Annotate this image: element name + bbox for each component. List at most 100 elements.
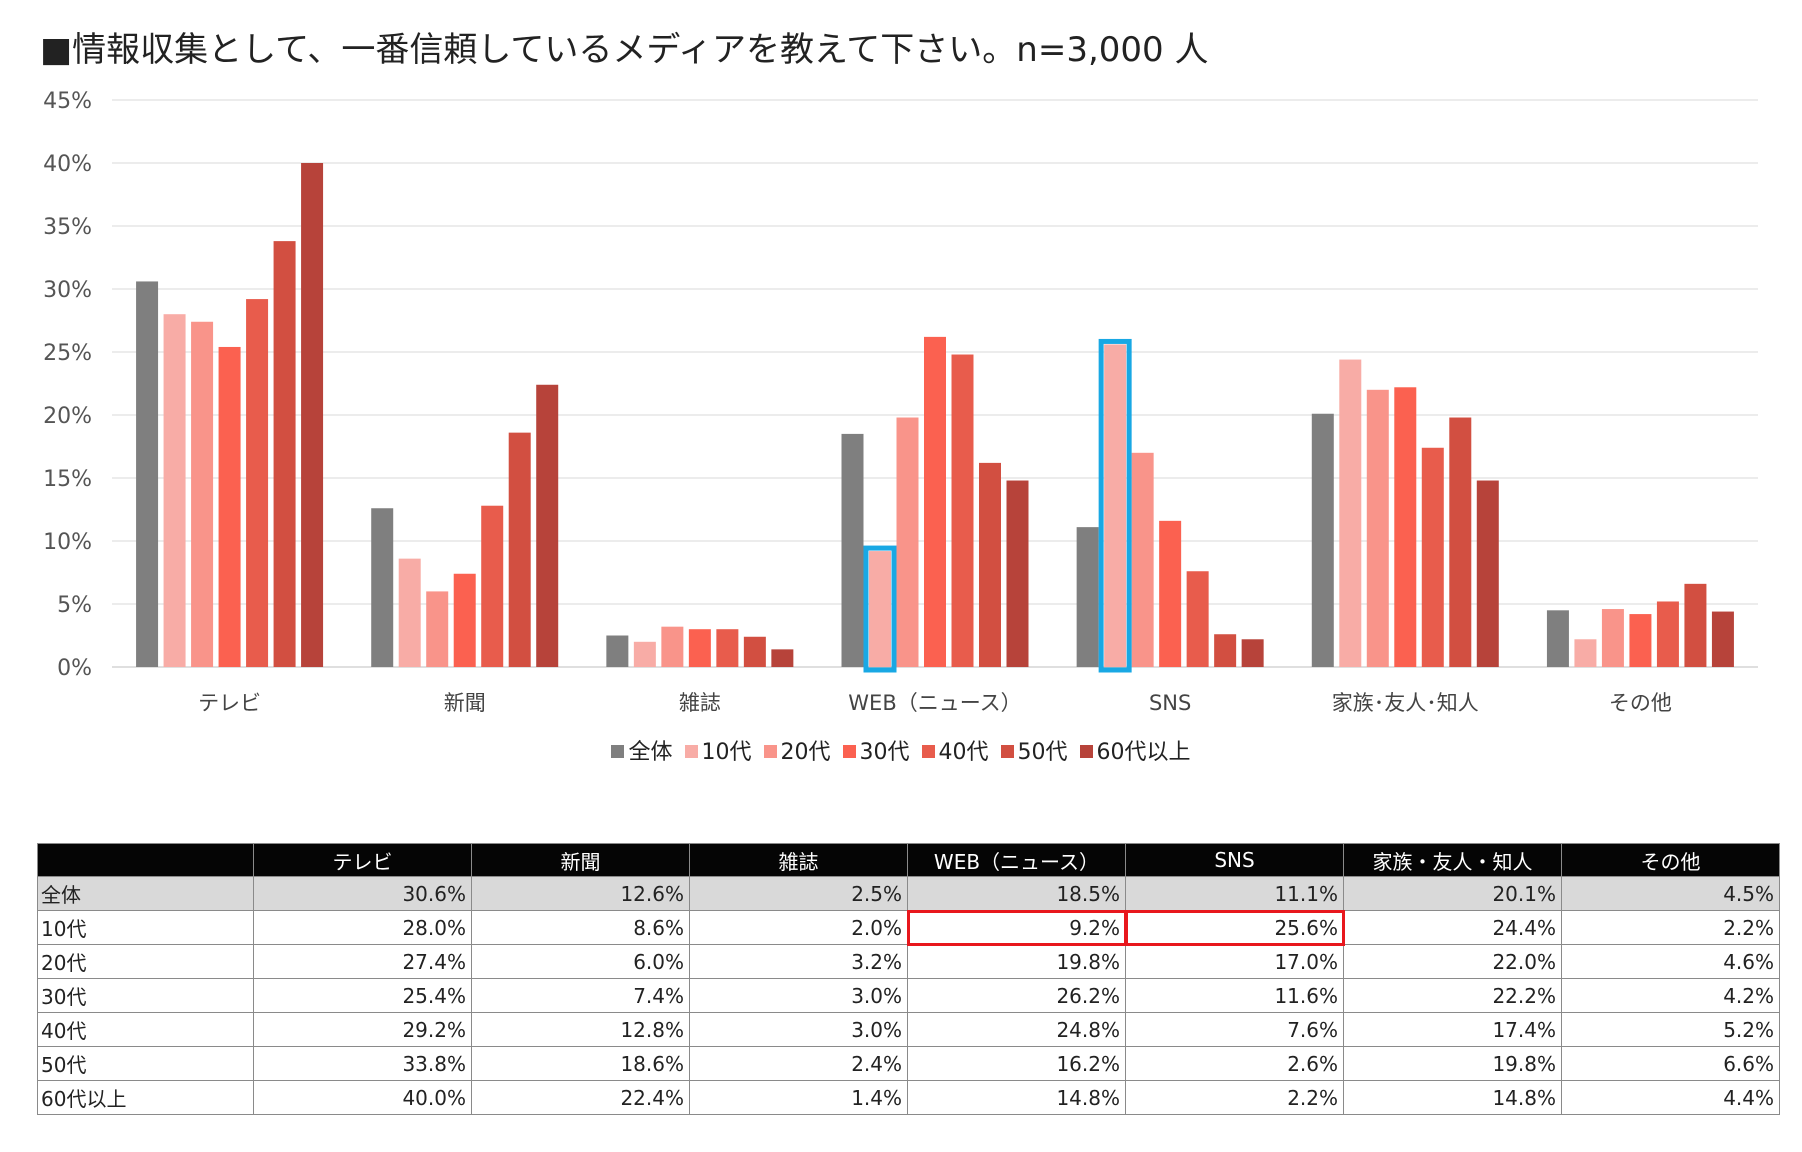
- bar: [979, 462, 1001, 667]
- table-row: 40代 29.2% 12.8% 3.0% 24.8% 7.6% 17.4% 5.2%: [37, 1012, 1780, 1047]
- bar: [371, 508, 394, 667]
- table-cell: 2.0%: [689, 910, 908, 945]
- y-tick-label: 30%: [43, 278, 92, 303]
- page-title: ■情報収集として、一番信頼しているメディアを教えて下さい。n=3,000 人: [40, 30, 1209, 70]
- bar: [1711, 611, 1734, 667]
- bar: [1394, 387, 1417, 667]
- y-tick-label: 45%: [43, 89, 92, 114]
- bar: [1546, 610, 1569, 667]
- table-cell: 7.4%: [471, 978, 690, 1013]
- legend-label: 50代: [1017, 740, 1068, 765]
- table-header-cell: SNS: [1125, 843, 1344, 877]
- bar: [924, 336, 946, 667]
- bar: [1104, 344, 1127, 667]
- bar: [1186, 571, 1209, 667]
- x-category-label: SNS: [1149, 691, 1191, 715]
- bar: [951, 354, 974, 667]
- table-row-label: 30代: [37, 978, 254, 1013]
- x-category-label: 新聞: [444, 691, 486, 715]
- table-cell: 16.2%: [907, 1046, 1126, 1081]
- bar: [743, 636, 766, 667]
- chart-legend: 全体 10代 20代 30代 40代 50代 60代以上: [0, 734, 1802, 766]
- table-cell: 25.4%: [253, 978, 472, 1013]
- table-cell: 4.5%: [1561, 876, 1780, 911]
- bar: [841, 433, 864, 667]
- bar: [481, 505, 504, 667]
- table-cell: 1.4%: [689, 1080, 908, 1115]
- table-row: 10代 28.0% 8.6% 2.0% 9.2% 25.6% 24.4% 2.2%: [37, 909, 1780, 946]
- bar: [1476, 480, 1499, 667]
- bar: [1311, 413, 1334, 667]
- table-cell: 22.0%: [1343, 944, 1562, 979]
- table-cell: 22.4%: [471, 1080, 690, 1115]
- bar: [191, 321, 214, 667]
- legend-label: 60代以上: [1096, 740, 1191, 765]
- table-cell: 18.5%: [907, 876, 1126, 911]
- bar: [771, 649, 794, 667]
- y-tick-label: 35%: [43, 215, 92, 240]
- table-row-label: 20代: [37, 944, 254, 979]
- table-cell: 4.4%: [1561, 1080, 1780, 1115]
- table-cell: 9.2%: [906, 909, 1127, 946]
- table-cell: 2.2%: [1561, 910, 1780, 945]
- legend-swatch: [611, 744, 625, 758]
- bar: [896, 417, 919, 667]
- table-cell: 17.4%: [1343, 1012, 1562, 1047]
- table-cell: 17.0%: [1125, 944, 1344, 979]
- table-cell: 14.8%: [1343, 1080, 1562, 1115]
- table-cell: 33.8%: [253, 1046, 472, 1081]
- legend-item: 40代: [921, 734, 989, 766]
- bar: [688, 629, 711, 667]
- bar: [1421, 447, 1444, 667]
- table-row-label: 全体: [37, 876, 254, 911]
- legend-swatch: [921, 744, 935, 758]
- legend-item: 60代以上: [1079, 734, 1191, 766]
- bar: [661, 626, 684, 667]
- y-tick-label: 0%: [57, 656, 92, 681]
- bar: [246, 299, 269, 667]
- legend-label: 10代: [701, 740, 752, 765]
- bar: [1656, 601, 1679, 667]
- table-cell: 19.8%: [1343, 1046, 1562, 1081]
- table-row-label: 40代: [37, 1012, 254, 1047]
- table-cell: 6.0%: [471, 944, 690, 979]
- bar: [1574, 639, 1597, 667]
- legend-label: 30代: [859, 740, 910, 765]
- table-cell: 12.8%: [471, 1012, 690, 1047]
- bar: [218, 346, 241, 667]
- table-cell: 2.5%: [689, 876, 908, 911]
- y-tick-label: 25%: [43, 341, 92, 366]
- y-tick-label: 40%: [43, 152, 92, 177]
- legend-swatch: [842, 744, 856, 758]
- legend-swatch: [763, 744, 777, 758]
- bar: [398, 558, 421, 667]
- legend-swatch: [1079, 744, 1093, 758]
- bar: [426, 591, 449, 667]
- table-row-label: 10代: [37, 910, 254, 945]
- table-cell: 2.4%: [689, 1046, 908, 1081]
- table-cell: 3.2%: [689, 944, 908, 979]
- bar: [606, 635, 629, 667]
- table-cell: 6.6%: [1561, 1046, 1780, 1081]
- table-row: 20代 27.4% 6.0% 3.2% 19.8% 17.0% 22.0% 4.6%: [37, 944, 1780, 979]
- table-cell: 11.6%: [1125, 978, 1344, 1013]
- table-header-cell: [37, 843, 254, 877]
- table-cell: 19.8%: [907, 944, 1126, 979]
- bar: [1214, 634, 1237, 667]
- table-cell: 40.0%: [253, 1080, 472, 1115]
- bar: [1629, 614, 1652, 667]
- legend-label: 全体: [628, 740, 673, 765]
- x-category-label: 雑誌: [679, 691, 721, 715]
- table-row: 50代 33.8% 18.6% 2.4% 16.2% 2.6% 19.8% 6.6%: [37, 1046, 1780, 1081]
- table-row: 30代 25.4% 7.4% 3.0% 26.2% 11.6% 22.2% 4.2%: [37, 978, 1780, 1013]
- table-cell: 30.6%: [253, 876, 472, 911]
- table-cell: 27.4%: [253, 944, 472, 979]
- table-header-cell: WEB（ニュース）: [907, 843, 1126, 877]
- table-cell: 25.6%: [1124, 909, 1345, 946]
- bar: [301, 163, 324, 667]
- table-cell: 3.0%: [689, 1012, 908, 1047]
- y-tick-label: 15%: [43, 467, 92, 492]
- table-cell: 24.8%: [907, 1012, 1126, 1047]
- bar: [163, 314, 186, 667]
- bar: [453, 573, 476, 667]
